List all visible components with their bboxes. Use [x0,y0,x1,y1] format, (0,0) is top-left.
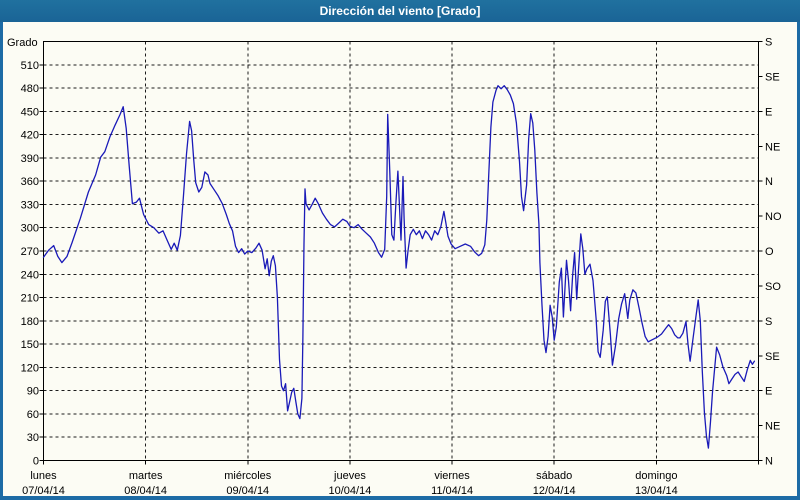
y-tick-label: 420 [21,130,39,142]
y-tick-label: 150 [21,339,39,351]
x-date-label: 11/04/14 [431,485,473,497]
x-day-label: jueves [333,470,366,482]
compass-tick-label: NE [765,141,780,153]
y-tick-label: 210 [21,293,39,305]
y-tick-label: 300 [21,223,39,235]
y-tick-label: 510 [21,60,39,72]
y-tick-label: 120 [21,362,39,374]
x-day-label: lunes [30,470,57,482]
y-axis-title: Grado [7,37,38,49]
compass-tick-label: NE [765,421,780,433]
compass-tick-label: SE [765,71,780,83]
compass-tick-label: SE [765,351,780,363]
wind-direction-line [42,85,756,449]
x-day-label: viernes [434,470,470,482]
y-tick-label: 480 [21,83,39,95]
x-day-label: miércoles [224,470,272,482]
x-day-label: martes [129,470,163,482]
x-date-label: 13/04/14 [635,485,678,497]
compass-tick-label: N [765,176,773,188]
y-tick-label: 90 [27,386,39,398]
window-title: Dirección del viento [Grado] [319,4,481,18]
x-date-label: 09/04/14 [226,485,269,497]
compass-tick-label: E [765,106,772,118]
compass-tick-label: NO [765,211,782,223]
x-day-label: sábado [536,470,572,482]
compass-tick-label: E [765,386,772,398]
compass-tick-label: SO [765,281,781,293]
y-tick-label: 240 [21,269,39,281]
y-tick-label: 60 [27,409,39,421]
x-date-label: 10/04/14 [329,485,372,497]
y-tick-label: 330 [21,199,39,211]
compass-tick-label: S [765,37,772,49]
window-titlebar: Dirección del viento [Grado] [0,0,800,22]
y-tick-label: 450 [21,106,39,118]
y-tick-label: 270 [21,246,39,258]
x-date-label: 08/04/14 [124,485,167,497]
x-date-label: 12/04/14 [533,485,576,497]
y-tick-label: 180 [21,316,39,328]
compass-tick-label: O [765,246,774,258]
compass-tick-label: N [765,456,773,468]
compass-tick-label: S [765,316,772,328]
x-date-label: 07/04/14 [22,485,65,497]
chart-area [3,22,797,496]
y-tick-label: 390 [21,153,39,165]
y-tick-label: 0 [33,456,39,468]
x-day-label: domingo [635,470,677,482]
y-tick-label: 30 [27,432,39,444]
y-tick-label: 360 [21,176,39,188]
